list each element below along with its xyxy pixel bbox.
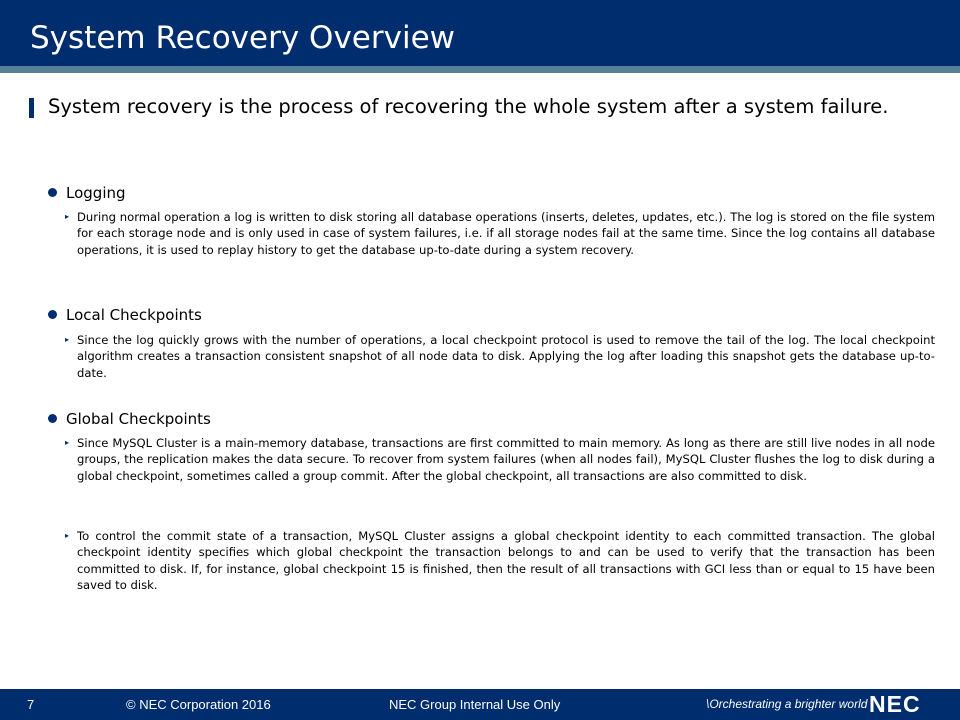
section-heading-label: Local Checkpoints — [66, 306, 202, 324]
footer-bar: 7 © NEC Corporation 2016 NEC Group Inter… — [0, 689, 960, 720]
bullet-triangle-icon: ▸ — [65, 335, 70, 344]
copyright-notice: © NEC Corporation 2016 — [126, 697, 271, 712]
title-divider — [0, 66, 960, 73]
bullet-dot-icon — [48, 414, 57, 423]
section-heading-label: Global Checkpoints — [66, 410, 211, 428]
paragraph-global-checkpoints-1: ▸ Since MySQL Cluster is a main-memory d… — [65, 435, 935, 484]
title-bar: System Recovery Overview — [0, 0, 960, 66]
paragraph-text: During normal operation a log is written… — [77, 210, 935, 257]
nec-logo: NEC — [869, 691, 921, 717]
bullet-triangle-icon: ▸ — [65, 531, 70, 540]
paragraph-local-checkpoints: ▸ Since the log quickly grows with the n… — [65, 332, 935, 381]
paragraph-text: Since the log quickly grows with the num… — [77, 333, 935, 380]
classification-label: NEC Group Internal Use Only — [389, 697, 561, 712]
lead-bar-icon — [29, 98, 34, 118]
brand-tagline: \Orchestrating a brighter world — [706, 697, 868, 711]
slide-title: System Recovery Overview — [30, 20, 455, 56]
bullet-triangle-icon: ▸ — [65, 212, 70, 221]
section-heading-label: Logging — [66, 184, 126, 202]
paragraph-text: To control the commit state of a transac… — [77, 529, 935, 592]
bullet-dot-icon — [48, 310, 57, 319]
bullet-triangle-icon: ▸ — [65, 438, 70, 447]
paragraph-logging: ▸ During normal operation a log is writt… — [65, 209, 935, 258]
page-number: 7 — [27, 697, 35, 712]
paragraph-text: Since MySQL Cluster is a main-memory dat… — [77, 436, 935, 483]
lead-statement: System recovery is the process of recove… — [48, 95, 889, 118]
paragraph-global-checkpoints-2: ▸ To control the commit state of a trans… — [65, 528, 935, 593]
bullet-dot-icon — [48, 188, 57, 197]
